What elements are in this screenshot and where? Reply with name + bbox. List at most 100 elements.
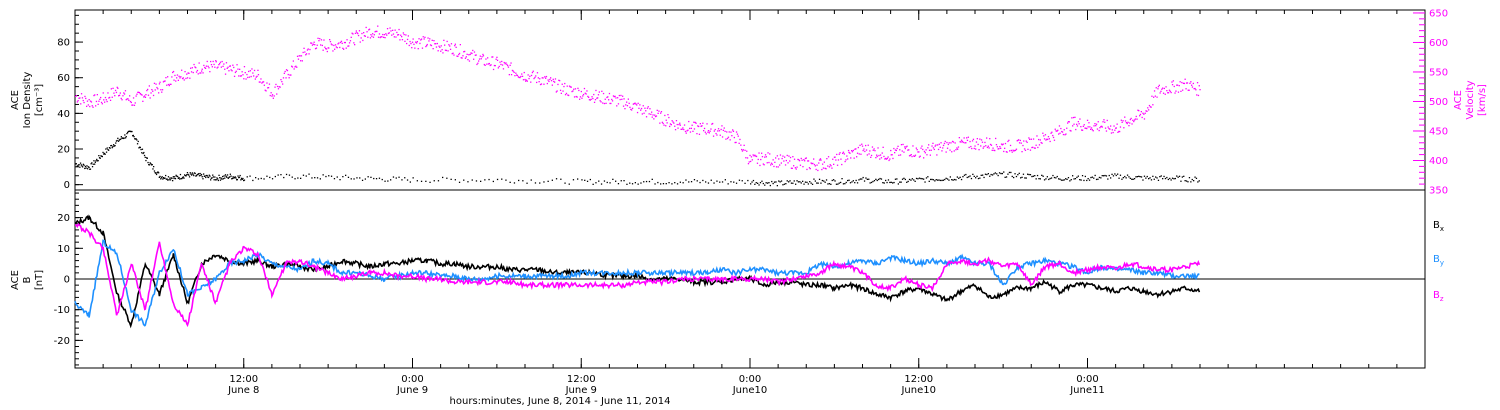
velocity-point [823,161,825,163]
velocity-point [766,162,768,164]
velocity-point [905,146,907,148]
velocity-point [1068,121,1070,123]
density-point [1070,179,1072,181]
velocity-point [1091,129,1093,131]
velocity-point [1162,87,1164,89]
density-point [1008,171,1011,174]
velocity-point [351,32,353,34]
density-point [174,178,177,180]
density-point [353,178,355,180]
velocity-point [473,58,475,60]
density-point [1135,176,1137,178]
velocity-point [943,142,946,145]
velocity-point [683,128,685,131]
density-point [125,136,127,138]
velocity-point [563,85,565,88]
density-point [197,173,199,175]
velocity-point [281,81,283,83]
velocity-point [898,154,900,156]
density-point [944,178,946,181]
velocity-point [751,159,753,161]
velocity-point [285,69,288,71]
velocity-point [783,160,785,162]
velocity-point [667,114,669,116]
density-point [119,138,121,141]
velocity-point [937,144,939,146]
velocity-point [861,145,864,147]
velocity-point [354,44,356,46]
density-point [1188,177,1191,179]
velocity-point [531,71,534,74]
velocity-point [102,92,104,94]
density-point [702,179,704,182]
density-point [221,178,223,180]
density-point [209,175,211,177]
density-point [688,181,690,183]
velocity-point [694,121,696,124]
density-point [129,130,132,133]
velocity-point [188,72,190,74]
velocity-point [801,159,803,161]
velocity-point [510,74,513,76]
density-point [917,178,919,180]
velocity-point [291,65,293,67]
velocity-point [505,62,507,64]
velocity-point [744,149,746,151]
velocity-point [963,137,965,139]
velocity-point [614,95,616,97]
velocity-point [218,64,220,66]
velocity-point [1089,126,1091,128]
velocity-point [986,146,989,149]
density-point [163,177,165,179]
velocity-point [771,163,773,165]
density-point [149,162,151,164]
velocity-point [410,42,412,45]
velocity-point [578,89,580,92]
density-point [1045,178,1047,180]
velocity-point [564,82,566,85]
left-tick-label: 0 [64,180,70,191]
velocity-point [842,151,845,153]
velocity-point [870,156,872,158]
density-point [114,145,116,147]
density-point [117,140,120,142]
density-point [1079,179,1081,181]
velocity-point [582,93,585,96]
density-point [713,182,715,184]
velocity-point [584,92,586,94]
velocity-point [485,58,487,60]
velocity-point [645,110,647,112]
velocity-point [588,96,590,98]
velocity-point [196,69,199,72]
velocity-point [257,69,259,71]
velocity-point [879,154,882,156]
density-point [837,183,839,185]
velocity-point [780,162,782,164]
velocity-point [372,33,374,35]
velocity-point [1018,142,1021,144]
density-point [577,178,579,180]
velocity-point [386,28,389,30]
velocity-point [935,144,937,146]
density-point [95,160,97,162]
density-point [1077,175,1079,177]
velocity-point [735,141,737,144]
velocity-point [305,54,307,56]
velocity-point [119,92,121,94]
density-point [257,178,260,180]
velocity-point [1035,144,1037,146]
velocity-point [644,107,646,109]
velocity-point [448,44,450,46]
density-point [188,174,190,176]
density-point [219,177,221,179]
velocity-point [161,91,163,93]
density-point [879,177,881,180]
density-point [350,178,352,180]
velocity-point [156,86,158,89]
velocity-point [1190,81,1192,83]
velocity-point [1084,127,1086,129]
velocity-point [1196,82,1199,84]
velocity-point [833,163,835,165]
density-point [359,177,361,179]
density-point [1152,175,1154,177]
